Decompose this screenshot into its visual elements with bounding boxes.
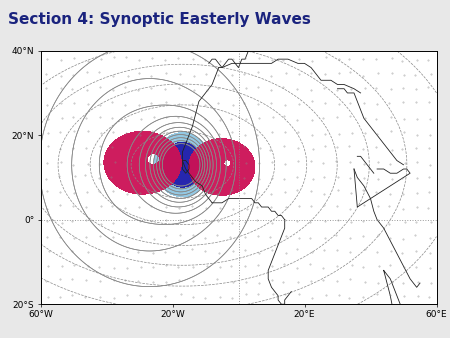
- Text: Section 4: Synoptic Easterly Waves: Section 4: Synoptic Easterly Waves: [8, 12, 310, 27]
